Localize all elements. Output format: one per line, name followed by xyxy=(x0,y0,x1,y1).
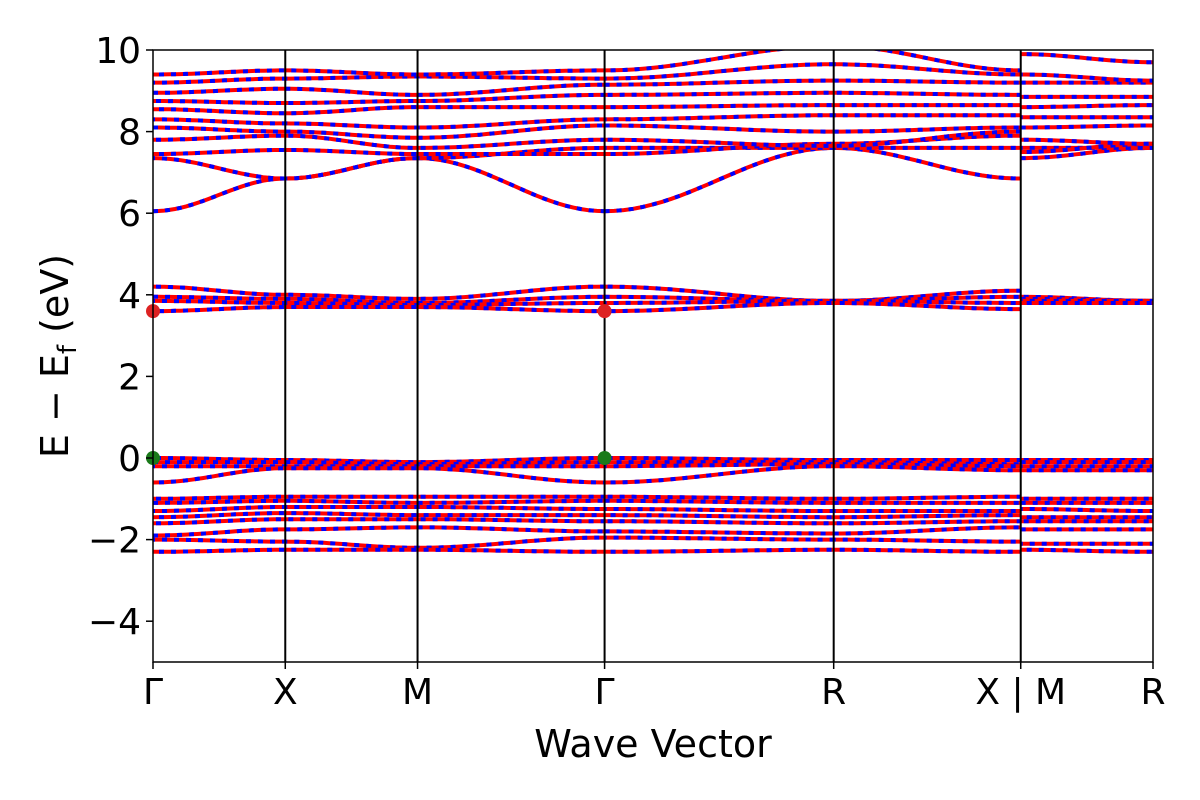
band-d2-spin-up xyxy=(153,294,1153,305)
y-tick-label: 0 xyxy=(118,439,141,480)
vbm-marker-3 xyxy=(597,451,612,465)
band-v6-spin-up xyxy=(153,498,1153,505)
plot-frame xyxy=(152,49,1154,663)
band-c6-spin-down xyxy=(153,113,1153,130)
band-d1-spin-down xyxy=(153,284,1153,303)
y-tick-label: 6 xyxy=(118,194,141,235)
band-d3-spin-down xyxy=(153,298,1153,307)
band-v9-spin-down xyxy=(153,517,1153,526)
x-tick-label: R xyxy=(821,672,846,713)
band-c3-spin-down xyxy=(153,133,1153,156)
y-axis-title-unit: (eV) xyxy=(33,254,77,345)
y-tick-label: 4 xyxy=(118,276,141,317)
y-tick-label: −2 xyxy=(88,521,141,562)
band-c1-spin-down xyxy=(153,145,1153,214)
band-c10-spin-down xyxy=(153,62,1153,85)
band-c8-spin-down xyxy=(153,90,1153,105)
band-c7-spin-up xyxy=(153,103,1153,116)
y-tick-label: −4 xyxy=(88,602,141,643)
high-symmetry-lines xyxy=(284,50,1022,662)
x-tick-label: X | M xyxy=(975,672,1066,713)
band-c7-spin-down xyxy=(153,103,1153,116)
x-tick-label: M xyxy=(402,672,433,713)
y-axis-ticks: −4 −2 0 2 4 6 8 10 xyxy=(88,31,153,643)
x-tick-label: Γ xyxy=(595,672,615,713)
band-v8-spin-up xyxy=(153,511,1153,520)
y-axis-title-main: E − E xyxy=(33,354,77,458)
band-v12-spin-down xyxy=(153,547,1153,554)
band-d4-spin-down xyxy=(153,301,1153,314)
x-axis-title: Wave Vector xyxy=(534,722,772,766)
x-tick-label: R xyxy=(1140,672,1165,713)
cbm-marker-3 xyxy=(597,304,612,319)
y-axis-title-subscript: f xyxy=(53,344,83,354)
y-tick-label: 10 xyxy=(95,31,141,72)
band-c5-spin-up xyxy=(153,123,1153,140)
band-v5-spin-down xyxy=(153,494,1153,501)
band-v3-spin-down xyxy=(153,462,1153,469)
y-tick-label: 8 xyxy=(118,113,141,154)
band-v4-spin-up xyxy=(153,464,1153,485)
band-c9-spin-up xyxy=(153,78,1153,97)
bands-layer xyxy=(153,50,1153,554)
band-c11-spin-down xyxy=(153,50,1153,77)
band-c4-spin-down xyxy=(153,129,1153,150)
y-axis-title: E − Ef (eV) xyxy=(33,254,83,458)
band-v4-spin-down xyxy=(153,464,1153,485)
band-extrema-markers xyxy=(146,304,612,465)
band-v11-spin-down xyxy=(153,535,1153,550)
band-v2-spin-up xyxy=(153,460,1153,467)
x-tick-label: Γ xyxy=(143,672,163,713)
y-tick-label: 2 xyxy=(118,357,141,398)
band-v8-spin-down xyxy=(153,511,1153,520)
x-tick-label: X xyxy=(273,672,298,713)
band-v12-spin-up xyxy=(153,547,1153,554)
band-v10-spin-up xyxy=(153,525,1153,538)
x-axis-ticks: Γ X M Γ R X | M R xyxy=(143,662,1166,713)
band-v7-spin-down xyxy=(153,505,1153,513)
